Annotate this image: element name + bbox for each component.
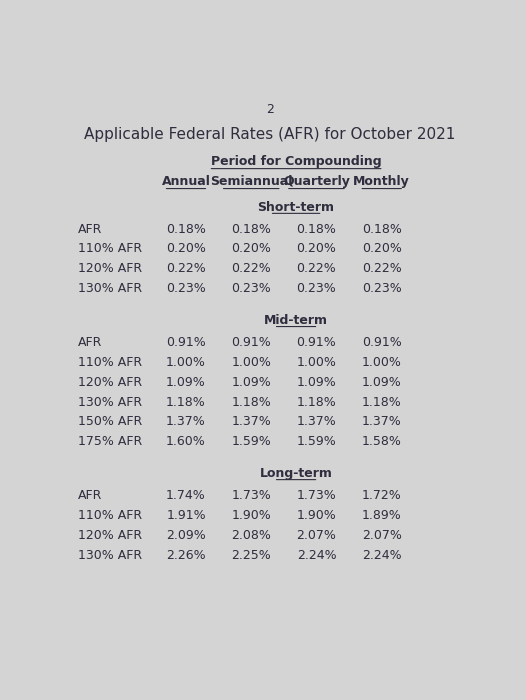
Text: 120% AFR: 120% AFR bbox=[78, 376, 142, 389]
Text: 1.09%: 1.09% bbox=[297, 376, 336, 389]
Text: AFR: AFR bbox=[78, 223, 103, 235]
Text: 2: 2 bbox=[266, 103, 274, 116]
Text: 1.89%: 1.89% bbox=[362, 509, 401, 522]
Text: 0.18%: 0.18% bbox=[297, 223, 337, 235]
Text: 1.91%: 1.91% bbox=[166, 509, 206, 522]
Text: 2.26%: 2.26% bbox=[166, 549, 206, 561]
Text: 130% AFR: 130% AFR bbox=[78, 549, 142, 561]
Text: 0.22%: 0.22% bbox=[231, 262, 271, 275]
Text: 0.23%: 0.23% bbox=[297, 282, 336, 295]
Text: 110% AFR: 110% AFR bbox=[78, 509, 142, 522]
Text: 2.07%: 2.07% bbox=[297, 528, 337, 542]
Text: 1.90%: 1.90% bbox=[297, 509, 336, 522]
Text: 2.24%: 2.24% bbox=[362, 549, 401, 561]
Text: 0.20%: 0.20% bbox=[297, 242, 337, 256]
Text: 2.08%: 2.08% bbox=[231, 528, 271, 542]
Text: 175% AFR: 175% AFR bbox=[78, 435, 142, 449]
Text: 1.37%: 1.37% bbox=[231, 416, 271, 428]
Text: 1.00%: 1.00% bbox=[166, 356, 206, 369]
Text: 0.22%: 0.22% bbox=[362, 262, 401, 275]
Text: 1.18%: 1.18% bbox=[231, 395, 271, 409]
Text: 1.58%: 1.58% bbox=[362, 435, 402, 449]
Text: 1.09%: 1.09% bbox=[166, 376, 206, 389]
Text: 0.23%: 0.23% bbox=[231, 282, 271, 295]
Text: Quarterly: Quarterly bbox=[283, 174, 350, 188]
Text: 2.24%: 2.24% bbox=[297, 549, 336, 561]
Text: 1.18%: 1.18% bbox=[362, 395, 401, 409]
Text: 1.74%: 1.74% bbox=[166, 489, 206, 502]
Text: 1.73%: 1.73% bbox=[231, 489, 271, 502]
Text: 1.59%: 1.59% bbox=[297, 435, 336, 449]
Text: 1.00%: 1.00% bbox=[297, 356, 337, 369]
Text: 0.20%: 0.20% bbox=[231, 242, 271, 256]
Text: Monthly: Monthly bbox=[353, 174, 410, 188]
Text: 1.72%: 1.72% bbox=[362, 489, 401, 502]
Text: 0.20%: 0.20% bbox=[362, 242, 402, 256]
Text: 0.22%: 0.22% bbox=[166, 262, 206, 275]
Text: 130% AFR: 130% AFR bbox=[78, 395, 142, 409]
Text: Long-term: Long-term bbox=[260, 467, 332, 480]
Text: 2.07%: 2.07% bbox=[362, 528, 402, 542]
Text: 1.37%: 1.37% bbox=[297, 416, 336, 428]
Text: 0.23%: 0.23% bbox=[362, 282, 401, 295]
Text: 120% AFR: 120% AFR bbox=[78, 262, 142, 275]
Text: 1.18%: 1.18% bbox=[166, 395, 206, 409]
Text: AFR: AFR bbox=[78, 336, 103, 349]
Text: 0.91%: 0.91% bbox=[297, 336, 336, 349]
Text: Annual: Annual bbox=[161, 174, 210, 188]
Text: 1.73%: 1.73% bbox=[297, 489, 336, 502]
Text: 0.91%: 0.91% bbox=[362, 336, 401, 349]
Text: 1.59%: 1.59% bbox=[231, 435, 271, 449]
Text: 1.90%: 1.90% bbox=[231, 509, 271, 522]
Text: 2.25%: 2.25% bbox=[231, 549, 271, 561]
Text: Semiannual: Semiannual bbox=[210, 174, 292, 188]
Text: Short-term: Short-term bbox=[258, 201, 335, 214]
Text: 0.23%: 0.23% bbox=[166, 282, 206, 295]
Text: 0.91%: 0.91% bbox=[231, 336, 271, 349]
Text: 0.20%: 0.20% bbox=[166, 242, 206, 256]
Text: Mid-term: Mid-term bbox=[264, 314, 328, 327]
Text: 120% AFR: 120% AFR bbox=[78, 528, 142, 542]
Text: 0.22%: 0.22% bbox=[297, 262, 336, 275]
Text: 1.09%: 1.09% bbox=[231, 376, 271, 389]
Text: AFR: AFR bbox=[78, 489, 103, 502]
Text: 0.18%: 0.18% bbox=[166, 223, 206, 235]
Text: 1.18%: 1.18% bbox=[297, 395, 336, 409]
Text: 0.18%: 0.18% bbox=[362, 223, 402, 235]
Text: 1.37%: 1.37% bbox=[362, 416, 401, 428]
Text: 1.37%: 1.37% bbox=[166, 416, 206, 428]
Text: 110% AFR: 110% AFR bbox=[78, 242, 142, 256]
Text: 1.09%: 1.09% bbox=[362, 376, 401, 389]
Text: 0.91%: 0.91% bbox=[166, 336, 206, 349]
Text: 1.60%: 1.60% bbox=[166, 435, 206, 449]
Text: 110% AFR: 110% AFR bbox=[78, 356, 142, 369]
Text: 2.09%: 2.09% bbox=[166, 528, 206, 542]
Text: 1.00%: 1.00% bbox=[231, 356, 271, 369]
Text: Period for Compounding: Period for Compounding bbox=[211, 155, 381, 168]
Text: 150% AFR: 150% AFR bbox=[78, 416, 142, 428]
Text: Applicable Federal Rates (AFR) for October 2021: Applicable Federal Rates (AFR) for Octob… bbox=[84, 127, 456, 142]
Text: 130% AFR: 130% AFR bbox=[78, 282, 142, 295]
Text: 0.18%: 0.18% bbox=[231, 223, 271, 235]
Text: 1.00%: 1.00% bbox=[362, 356, 402, 369]
